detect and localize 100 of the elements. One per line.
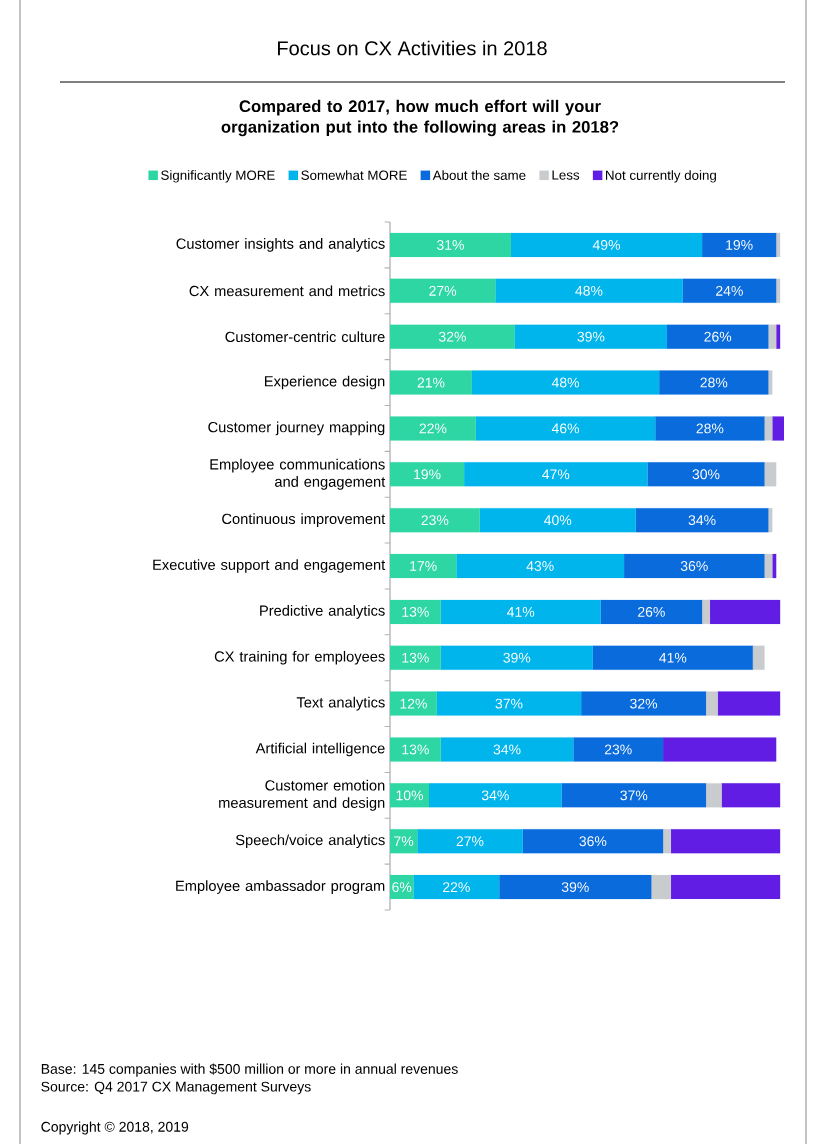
text: Copyright © 2018, 2019 xyxy=(41,1121,189,1135)
bar xyxy=(776,324,781,349)
data-label: 19% xyxy=(414,469,441,480)
data-label: 34% xyxy=(688,515,716,526)
bar xyxy=(561,783,707,808)
data-label: 13% xyxy=(402,606,429,617)
data-label: 19% xyxy=(726,239,753,250)
bar xyxy=(721,783,781,808)
bar xyxy=(772,553,777,579)
bar xyxy=(456,553,625,579)
data-label: 31% xyxy=(436,239,464,250)
data-label: 7% xyxy=(394,836,414,847)
data-label: 27% xyxy=(456,836,484,847)
data-label: 40% xyxy=(544,515,572,526)
data-label: 46% xyxy=(551,423,580,434)
bar xyxy=(764,462,777,487)
data-label: 41% xyxy=(659,652,687,663)
bar xyxy=(581,691,707,716)
chart-title: Focus on CX Activities in 2018 xyxy=(278,40,547,56)
bar xyxy=(495,278,683,303)
legend-label: Less xyxy=(552,170,580,180)
bar xyxy=(764,553,773,579)
data-label: 13% xyxy=(402,652,429,663)
chart-subtitle: Compared to 2017, how much effort will your organization put into the following areas in 2018? xyxy=(221,99,619,137)
bar xyxy=(682,278,777,303)
legend-label: Somewhat MORE xyxy=(301,170,407,180)
bar xyxy=(666,324,769,349)
y-tick-label: Continuous improvement xyxy=(222,513,386,527)
data-label: 28% xyxy=(696,423,724,434)
data-label: 27% xyxy=(429,285,457,296)
data-label: 43% xyxy=(526,561,554,571)
data-label: 36% xyxy=(579,836,607,847)
y-tick-label: Employee communications and engagement xyxy=(210,458,386,490)
bar xyxy=(764,416,773,441)
bar xyxy=(662,829,671,854)
bar xyxy=(475,416,656,441)
y-tick-label: Customer insights and analytics xyxy=(176,238,385,252)
bar xyxy=(670,829,781,854)
data-label: 17% xyxy=(410,561,437,571)
bar xyxy=(655,416,765,441)
bar xyxy=(702,599,710,624)
bar xyxy=(440,645,593,670)
y-tick-label: Predictive analytics xyxy=(260,605,385,619)
y-tick-label: CX training for employees xyxy=(214,650,385,665)
bar xyxy=(776,278,781,303)
data-label: 22% xyxy=(443,882,470,892)
bar xyxy=(635,508,769,533)
bar xyxy=(772,416,785,441)
data-label: 34% xyxy=(481,790,509,801)
bar xyxy=(440,737,574,762)
data-label: 30% xyxy=(692,469,720,480)
y-tick-label: Customer-centric culture xyxy=(225,331,385,343)
data-label: 39% xyxy=(561,882,589,893)
bar xyxy=(705,783,722,808)
data-label: 26% xyxy=(638,606,665,617)
bar xyxy=(752,645,765,670)
bar xyxy=(592,645,753,670)
bar xyxy=(662,737,777,762)
y-tick-label: Artificial intelligence xyxy=(255,742,385,757)
data-label: 36% xyxy=(680,561,708,571)
data-label: 34% xyxy=(493,744,521,755)
data-label: 49% xyxy=(592,239,621,250)
data-label: 28% xyxy=(700,377,728,388)
bar xyxy=(436,691,582,716)
data-label: 10% xyxy=(396,790,424,801)
bar xyxy=(514,324,668,349)
bar xyxy=(479,508,636,533)
data-label: 41% xyxy=(506,606,535,617)
data-label: 23% xyxy=(421,515,449,526)
data-label: 47% xyxy=(542,469,570,480)
data-label: 21% xyxy=(417,377,445,388)
bar xyxy=(705,691,718,716)
legend-label: About the same xyxy=(432,170,526,180)
data-label: 37% xyxy=(495,698,523,709)
y-tick-label: Experience design xyxy=(265,375,385,390)
text: Base: 145 companies with $500 million or more in annual revenues xyxy=(41,1063,458,1077)
bar xyxy=(464,462,648,487)
data-label: 6% xyxy=(392,882,412,893)
bar xyxy=(573,737,664,762)
bar xyxy=(440,599,601,624)
data-label: 37% xyxy=(620,790,648,801)
y-tick-label: Executive support and engagement xyxy=(153,559,386,573)
y-tick-label: Text analytics xyxy=(296,696,385,711)
data-label: 13% xyxy=(402,744,429,755)
y-tick-label: Speech/voice analytics xyxy=(235,834,385,849)
y-tick-label: Employee ambassador program xyxy=(176,880,385,894)
data-label: 12% xyxy=(400,698,427,709)
bar xyxy=(717,691,781,716)
bar xyxy=(651,875,671,900)
bar xyxy=(776,232,781,258)
bar xyxy=(499,875,652,900)
data-label: 22% xyxy=(419,423,447,434)
legend-label: Not currently doing xyxy=(606,170,716,183)
y-tick-label: CX measurement and metrics xyxy=(189,285,385,297)
bar xyxy=(510,232,703,258)
bar xyxy=(428,783,562,808)
bar xyxy=(417,829,523,854)
bar xyxy=(522,829,664,854)
bar xyxy=(670,875,781,900)
bar xyxy=(768,508,773,533)
